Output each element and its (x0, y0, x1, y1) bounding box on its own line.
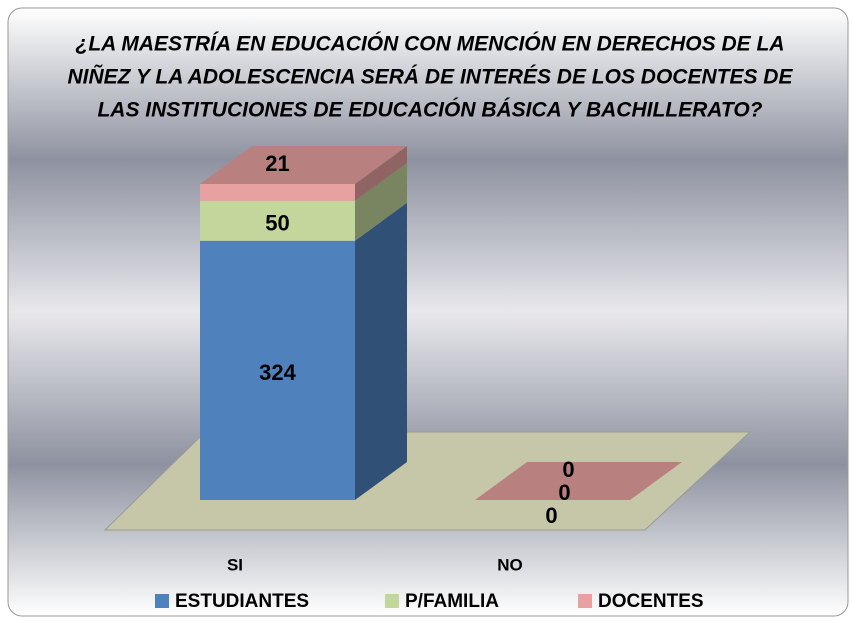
bar-side (355, 162, 407, 241)
chart-title: ¿LA MAESTRÍA EN EDUCACIÓN CON MENCIÓN EN… (76, 32, 785, 56)
data-label: 21 (265, 151, 289, 176)
chart-title: LAS INSTITUCIONES DE EDUCACIÓN BÁSICA Y … (97, 98, 762, 122)
data-label: 324 (259, 360, 296, 385)
chart-title: NIÑEZ Y LA ADOLESCENCIA SERÁ DE INTERÉS … (68, 66, 794, 89)
bar-side (355, 146, 407, 201)
data-label: 0 (558, 480, 570, 505)
legend-swatch (578, 594, 592, 608)
bar-segment (200, 200, 355, 241)
bar-side (355, 202, 407, 501)
legend-swatch (155, 594, 169, 608)
data-label: 0 (562, 457, 574, 482)
bar-top (475, 462, 682, 500)
bar-segment (200, 240, 355, 501)
data-label: 50 (265, 211, 289, 236)
legend-swatch (385, 594, 399, 608)
legend-label: DOCENTES (598, 591, 704, 612)
bar-top (200, 146, 407, 184)
legend-label: ESTUDIANTES (175, 591, 309, 612)
data-label: 0 (545, 503, 557, 528)
x-tick-label: NO (497, 555, 523, 574)
x-tick-label: SI (227, 555, 243, 574)
bar-segment (200, 184, 355, 201)
legend-label: P/FAMILIA (405, 591, 499, 612)
